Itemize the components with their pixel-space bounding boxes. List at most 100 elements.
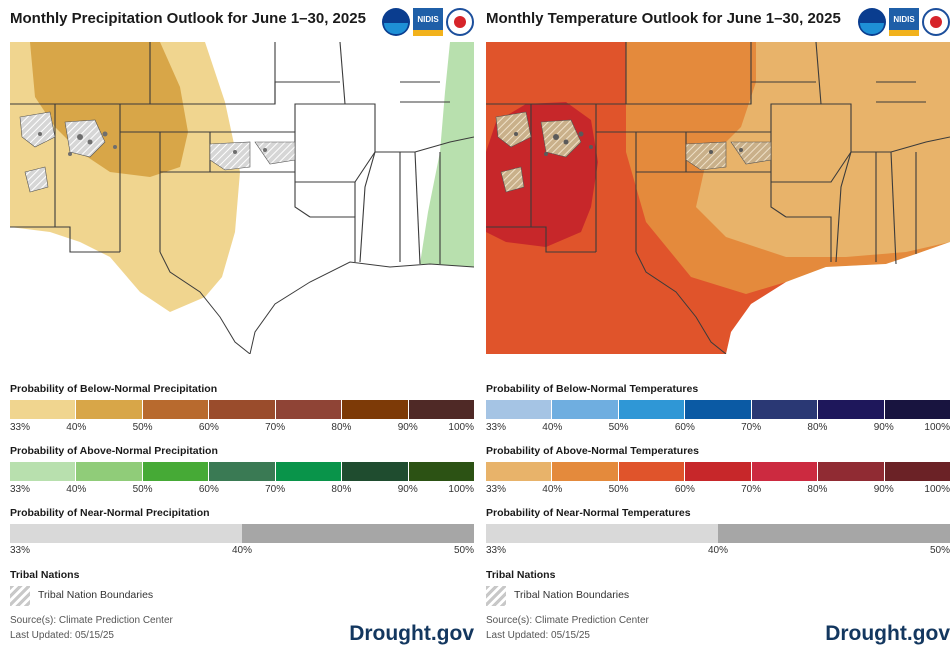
state-line [750,81,816,104]
legend-swatch [209,400,276,419]
precipitation-map-svg [10,42,474,354]
legend-swatch [209,462,276,481]
near-normal-temp-ticks: 33% 40% 50% [486,545,950,557]
legend-swatch [884,400,950,419]
texas-coastline [159,251,251,354]
below-normal-temp-bar [486,400,950,419]
legend-tick-label: 50% [608,422,629,433]
precipitation-map[interactable] [10,42,474,354]
legend-swatch [10,400,77,419]
last-updated-text: Last Updated: 05/15/25 [10,630,114,641]
state-line [835,151,852,263]
noaa-logo[interactable] [858,8,886,36]
legend-swatch [76,400,143,419]
state-line [815,42,822,105]
legend-tick-label: 50% [929,545,950,556]
tribal-area [730,141,772,165]
legend-tick-label: 100% [448,484,474,495]
legend-tick-label: 33% [486,484,507,495]
tribal-area [500,166,525,193]
legend-tick-label: 70% [265,484,286,495]
legend-swatch [552,400,619,419]
nidis-logo[interactable]: NIDIS [413,8,443,36]
tribal-area [24,166,49,193]
below-normal-50-region [30,42,188,177]
tribal-areas [19,111,296,193]
nws-logo[interactable] [922,8,950,36]
legend-swatch [751,462,819,481]
tribal-area [19,111,56,148]
nidis-logo[interactable]: NIDIS [889,8,919,36]
drought-gov-brand[interactable]: Drought.gov [825,622,950,645]
gulf-water [726,242,950,354]
legend-swatch [275,462,343,481]
below-normal-temp-label: Probability of Below-Normal Temperatures [486,383,699,395]
above-normal-temp-ticks: 33% 40% 50% 60% 70% 80% 90% 100% [486,484,950,496]
temperature-map[interactable] [486,42,950,354]
legend-swatch [10,462,77,481]
state-boundaries [10,42,474,265]
legend-tick-label: 80% [331,422,352,433]
legend-tick-label: 70% [265,422,286,433]
below-normal-precip-ticks: 33% 40% 50% 60% 70% 80% 90% 100% [10,422,474,434]
legend-swatch [718,524,950,543]
legend-tick-label: 40% [707,545,728,556]
nws-logo[interactable] [446,8,474,36]
state-line [160,131,311,218]
legend-tick-label: 50% [608,484,629,495]
reservation-dots [38,131,267,156]
drought-gov-brand[interactable]: Drought.gov [349,622,474,645]
source-text: Source(s): Climate Prediction Center [486,615,649,626]
state-line [294,103,376,152]
legend-tick-label: 33% [10,545,31,556]
legend-tick-label: 60% [674,422,695,433]
legend-swatch [242,524,474,543]
legend-tick-label: 70% [741,484,762,495]
above-normal-precip-label: Probability of Above-Normal Precipitatio… [10,445,218,457]
legend-swatch [818,462,885,481]
texas-coastline [635,251,727,354]
legend-swatch [751,400,819,419]
legend-tick-label: 90% [397,484,418,495]
legend-tick-label: 33% [486,545,507,556]
legend-swatch [486,524,718,543]
nidis-logo-text: NIDIS [417,15,439,24]
logo-group: NIDIS [858,8,950,36]
above-normal-temp-bar [486,462,950,481]
legend-tick-label: 40% [542,484,563,495]
near-normal-temp-label: Probability of Near-Normal Temperatures [486,507,691,519]
legend-tick-label: 33% [10,422,31,433]
near-normal-temp-bar [486,524,950,543]
legend-swatch [618,462,686,481]
legend-tick-label: 90% [873,484,894,495]
tribal-area [254,141,296,165]
legend-swatch [685,400,752,419]
legend-tick-label: 40% [231,545,252,556]
legend-swatch [275,400,343,419]
temperature-outlook-panel: Monthly Temperature Outlook for June 1–3… [486,0,950,663]
legend-tick-label: 40% [66,422,87,433]
state-line [890,151,897,265]
temperature-map-svg [486,42,950,354]
gulf-coastline [249,261,474,354]
state-line [890,136,950,153]
gulf-water [200,262,474,354]
legend-tick-label: 90% [397,422,418,433]
noaa-logo[interactable] [382,8,410,36]
state-line [10,226,120,253]
nidis-logo-text: NIDIS [893,15,915,24]
legend-swatch [818,400,885,419]
below-normal-precip-bar [10,400,474,419]
legend-swatch [142,400,210,419]
above-normal-33-region [420,42,474,267]
tribal-area [495,111,532,148]
legend-tick-label: 100% [924,484,950,495]
near-normal-precip-ticks: 33% 40% 50% [10,545,474,557]
state-line [636,131,787,218]
legend-tick-label: 100% [448,422,474,433]
state-line [274,81,340,104]
legend-tick-label: 80% [807,422,828,433]
above-normal-precip-bar [10,462,474,481]
tribal-area [540,119,582,158]
legend-swatch [486,400,553,419]
